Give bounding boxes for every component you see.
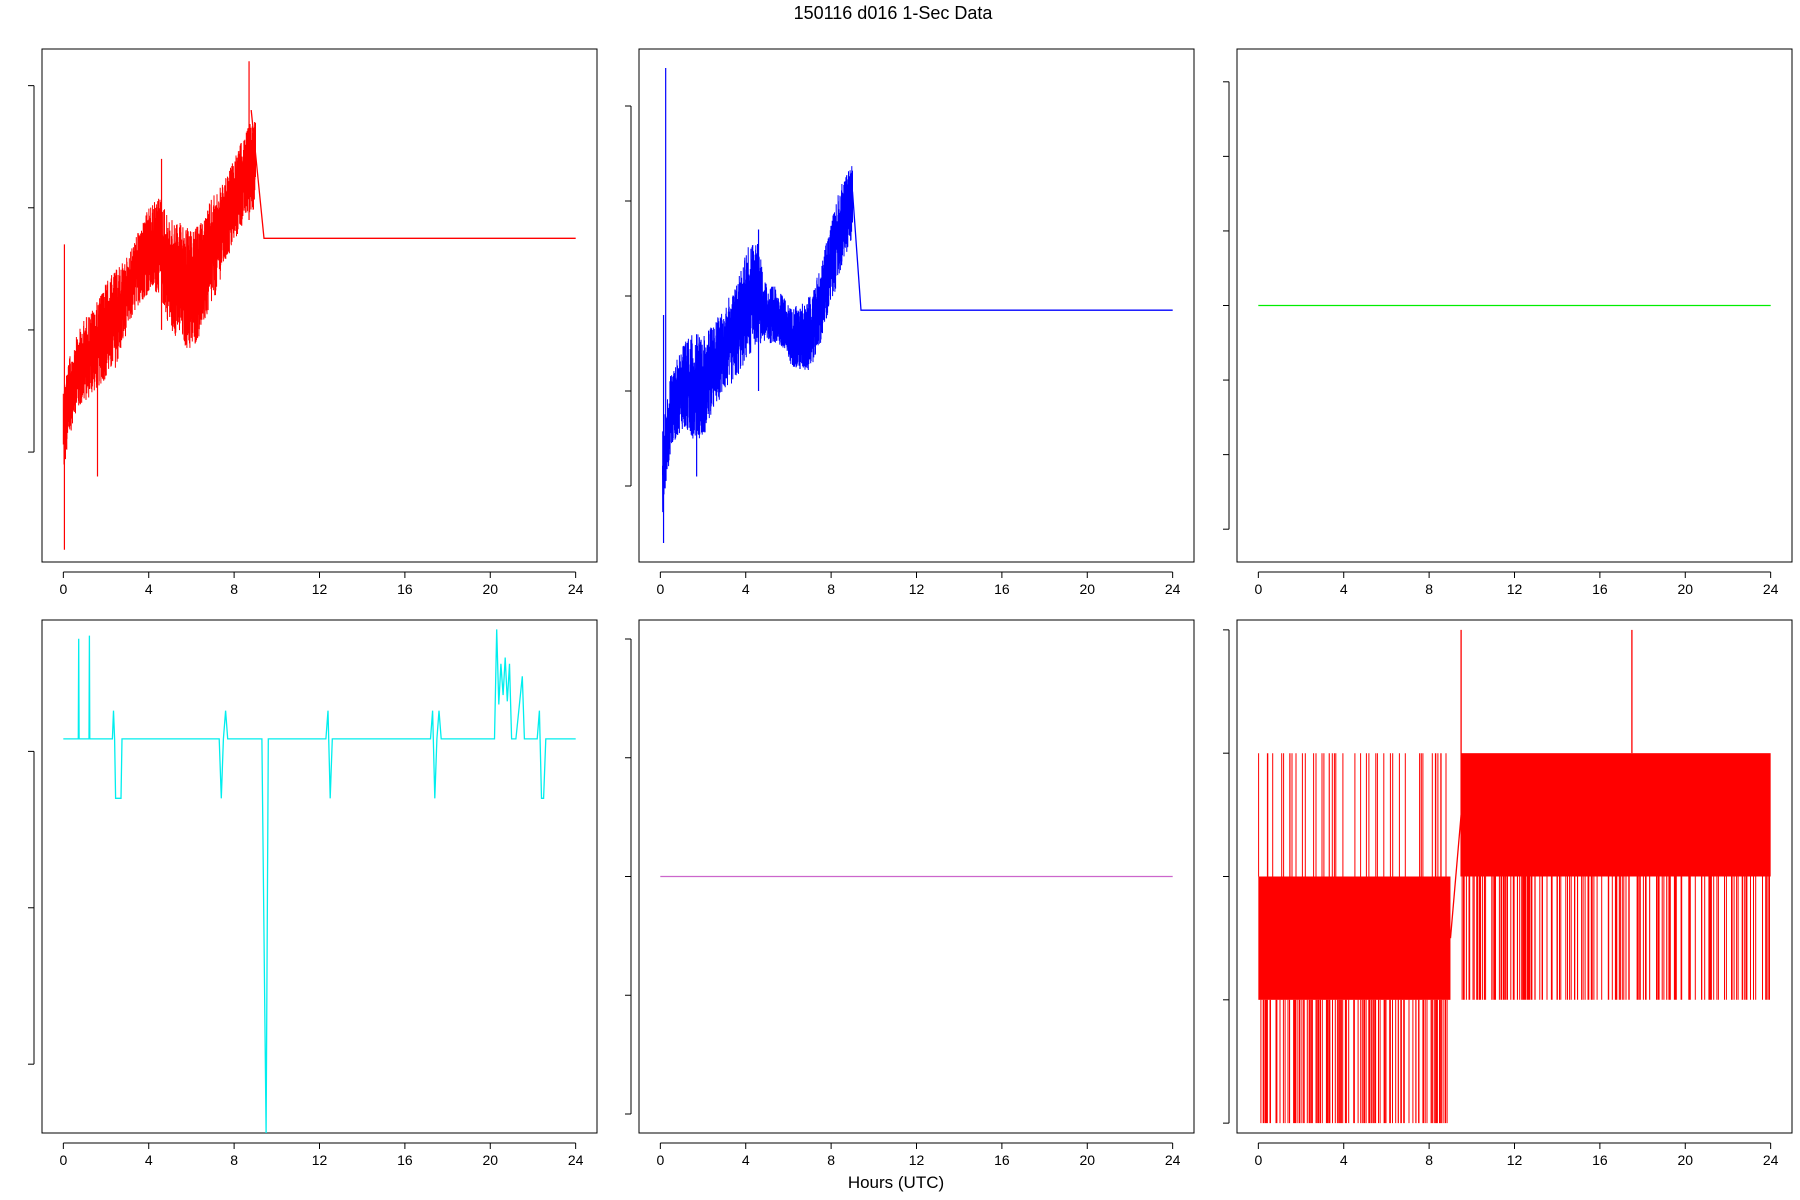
plot-frame xyxy=(1236,48,1793,563)
plot-frame xyxy=(638,48,1195,563)
x-tick-label: 0 xyxy=(1254,1152,1262,1168)
dense-block xyxy=(1258,876,1451,1000)
noise-band-trace xyxy=(62,121,256,465)
chart-panel-3: 0 4 8 12 16 20 24 xyxy=(1223,48,1793,597)
plot-frame xyxy=(41,619,598,1134)
x-tick-label: 16 xyxy=(994,581,1010,597)
dense-block xyxy=(1461,753,1771,877)
plot-frame xyxy=(41,48,598,563)
x-tick-label: 12 xyxy=(312,581,328,597)
x-tick-label: 24 xyxy=(1165,581,1181,597)
x-tick-label: 4 xyxy=(742,1152,750,1168)
pulse-lines xyxy=(1258,753,1447,877)
plot-area xyxy=(63,629,576,1134)
x-tick-label: 24 xyxy=(1763,581,1779,597)
x-tick-label: 12 xyxy=(1507,1152,1523,1168)
chart-panel-5: 0 4 8 12 16 20 24 xyxy=(625,619,1195,1168)
x-tick-label: 4 xyxy=(145,581,153,597)
x-tick-label: 0 xyxy=(656,1152,664,1168)
chart-panels: 0 4 8 12 16 20 24 0 4 8 12 16 20 24 0 4 8 12 16 20 24 0 4 8 12 16… xyxy=(28,48,1793,1168)
series-line xyxy=(1449,814,1462,939)
plot-area xyxy=(662,68,1173,543)
x-tick-label: 24 xyxy=(568,1152,584,1168)
x-tick-label: 20 xyxy=(1677,581,1693,597)
x-tick-label: 12 xyxy=(312,1152,328,1168)
pulse-lines xyxy=(1461,876,1770,1000)
x-tick-label: 24 xyxy=(1165,1152,1181,1168)
x-tick-label: 0 xyxy=(59,581,67,597)
x-tick-label: 20 xyxy=(1079,1152,1095,1168)
x-tick-label: 12 xyxy=(1507,581,1523,597)
plot-frame xyxy=(1236,619,1793,1134)
x-tick-label: 16 xyxy=(397,1152,413,1168)
x-tick-label: 4 xyxy=(1340,581,1348,597)
x-tick-label: 8 xyxy=(230,581,238,597)
chart-panel-6: 0 4 8 12 16 20 24 xyxy=(1223,619,1793,1168)
figure-title: 150116 d016 1-Sec Data xyxy=(794,3,994,23)
series-line xyxy=(250,110,576,239)
x-tick-label: 0 xyxy=(59,1152,67,1168)
chart-panel-1: 0 4 8 12 16 20 24 xyxy=(28,48,598,597)
x-tick-label: 16 xyxy=(397,581,413,597)
x-tick-label: 24 xyxy=(1763,1152,1779,1168)
plot-frame xyxy=(638,619,1195,1134)
x-tick-label: 8 xyxy=(827,581,835,597)
x-tick-label: 4 xyxy=(742,581,750,597)
shared-x-axis-label: Hours (UTC) xyxy=(848,1173,944,1192)
x-tick-label: 0 xyxy=(1254,581,1262,597)
x-tick-label: 4 xyxy=(145,1152,153,1168)
series-line xyxy=(63,629,576,1134)
noise-band-trace xyxy=(662,166,853,513)
x-tick-label: 8 xyxy=(1425,1152,1433,1168)
x-tick-label: 16 xyxy=(1592,581,1608,597)
x-tick-label: 24 xyxy=(568,581,584,597)
plot-area xyxy=(62,61,576,550)
x-tick-label: 8 xyxy=(230,1152,238,1168)
x-tick-label: 20 xyxy=(1079,581,1095,597)
x-tick-label: 16 xyxy=(1592,1152,1608,1168)
x-tick-label: 12 xyxy=(909,1152,925,1168)
chart-panel-4: 0 4 8 12 16 20 24 xyxy=(28,619,598,1168)
x-tick-label: 4 xyxy=(1340,1152,1348,1168)
x-tick-label: 0 xyxy=(656,581,664,597)
x-tick-label: 16 xyxy=(994,1152,1010,1168)
x-tick-label: 12 xyxy=(909,581,925,597)
pulse-lines xyxy=(1260,999,1448,1124)
plot-area xyxy=(1258,629,1771,1124)
x-tick-label: 8 xyxy=(827,1152,835,1168)
x-tick-label: 8 xyxy=(1425,581,1433,597)
x-tick-label: 20 xyxy=(1677,1152,1693,1168)
chart-panel-2: 0 4 8 12 16 20 24 xyxy=(625,48,1195,597)
x-tick-label: 20 xyxy=(482,1152,498,1168)
x-tick-label: 20 xyxy=(482,581,498,597)
series-line xyxy=(851,191,1173,311)
